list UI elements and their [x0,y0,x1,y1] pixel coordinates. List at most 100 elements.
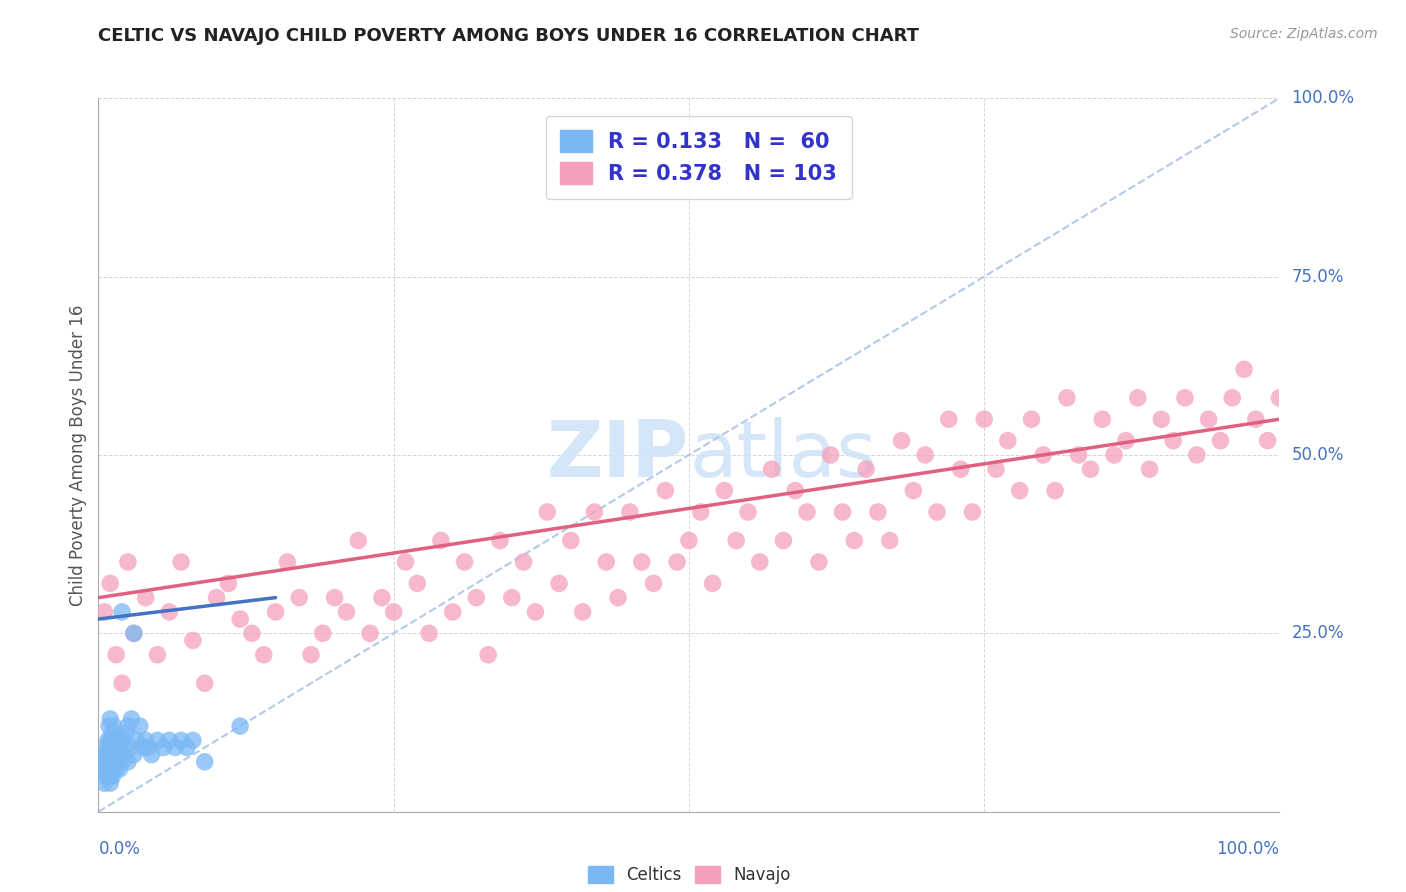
Point [772,533,794,548]
Point [93,747,115,762]
Point [110,733,132,747]
Text: CELTIC VS NAVAJO CHILD POVERTY AMONG BOYS UNDER 16 CORRELATION CHART: CELTIC VS NAVAJO CHILD POVERTY AMONG BOY… [98,27,920,45]
Text: Source: ZipAtlas.com: Source: ZipAtlas.com [1230,27,1378,41]
Text: ZIP: ZIP [547,417,689,493]
Point [98,719,121,733]
Point [997,434,1019,448]
Point [276,555,298,569]
Point [1067,448,1090,462]
Point [105,733,128,747]
Point [1174,391,1197,405]
Point [165,740,187,755]
Y-axis label: Child Poverty Among Boys Under 16: Child Poverty Among Boys Under 16 [69,304,87,606]
Point [1091,412,1114,426]
Point [984,462,1007,476]
Point [560,533,582,548]
Point [949,462,972,476]
Point [335,605,357,619]
Point [157,605,180,619]
Point [146,648,169,662]
Point [725,533,748,548]
Legend: Celtics, Navajo: Celtics, Navajo [581,859,797,891]
Point [103,755,125,769]
Point [737,505,759,519]
Point [141,747,163,762]
Point [748,555,770,569]
Point [136,740,159,755]
Point [98,769,121,783]
Point [299,648,322,662]
Point [1056,391,1078,405]
Point [1139,462,1161,476]
Point [229,719,252,733]
Point [406,576,429,591]
Point [1209,434,1232,448]
Point [820,448,842,462]
Point [117,755,139,769]
Point [97,733,120,747]
Point [181,633,204,648]
Point [157,733,180,747]
Point [595,555,617,569]
Point [135,591,157,605]
Point [107,740,129,755]
Point [205,591,228,605]
Point [253,648,276,662]
Point [962,505,984,519]
Text: 100.0%: 100.0% [1216,840,1279,858]
Point [105,755,128,769]
Point [105,762,128,776]
Point [111,676,134,690]
Point [217,576,239,591]
Point [176,740,198,755]
Point [100,762,122,776]
Point [761,462,783,476]
Point [117,719,139,733]
Point [536,505,558,519]
Point [170,555,193,569]
Point [122,747,145,762]
Point [465,591,488,605]
Point [394,555,416,569]
Point [501,591,523,605]
Point [489,533,512,548]
Point [571,605,593,619]
Point [122,626,145,640]
Point [170,733,193,747]
Point [453,555,475,569]
Point [914,448,936,462]
Point [96,769,118,783]
Point [796,505,818,519]
Point [347,533,370,548]
Point [132,740,155,755]
Point [194,676,217,690]
Point [973,412,995,426]
Point [96,747,118,762]
Point [100,740,122,755]
Text: 75.0%: 75.0% [1291,268,1344,285]
Point [1244,412,1267,426]
Point [441,605,464,619]
Point [1150,412,1173,426]
Point [114,726,136,740]
Point [702,576,724,591]
Point [418,626,440,640]
Point [264,605,287,619]
Point [371,591,394,605]
Point [152,740,174,755]
Point [1080,462,1102,476]
Point [619,505,641,519]
Point [111,605,134,619]
Point [96,755,118,769]
Point [890,434,912,448]
Point [430,533,453,548]
Point [654,483,676,498]
Point [181,733,204,747]
Point [194,755,217,769]
Point [111,755,134,769]
Point [477,648,499,662]
Point [382,605,405,619]
Point [548,576,571,591]
Point [98,762,121,776]
Point [97,762,120,776]
